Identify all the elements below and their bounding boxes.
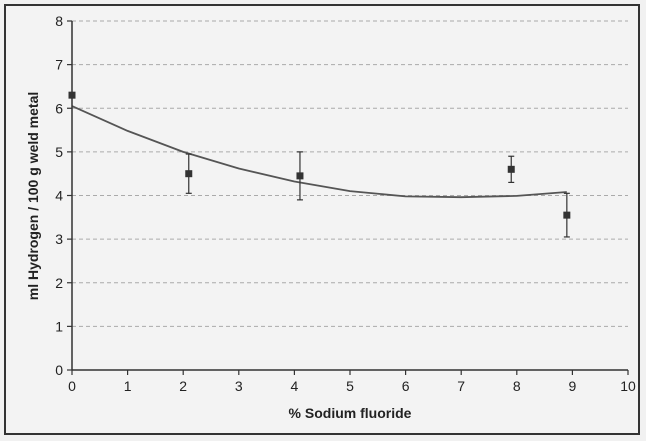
x-tick-label-10: 10 xyxy=(620,378,636,394)
y-tick-label-4: 4 xyxy=(55,188,63,204)
data-point-4 xyxy=(563,211,571,219)
x-tick-label-6: 6 xyxy=(402,378,410,394)
fit-curve-layer xyxy=(71,105,567,199)
x-axis-title: % Sodium fluoride xyxy=(289,405,412,421)
data-point-3 xyxy=(507,165,515,173)
data-point-2 xyxy=(296,172,304,180)
x-tick-label-2: 2 xyxy=(179,378,187,394)
x-tick-label-1: 1 xyxy=(124,378,132,394)
axis-layer: 0 1 2 3 4 5 6 7 8 0 1 2 3 4 5 6 7 8 9 10 xyxy=(55,13,636,394)
chart-frame xyxy=(4,4,640,435)
y-tick-label-3: 3 xyxy=(55,231,63,247)
grid-layer xyxy=(72,20,628,327)
data-points-layer xyxy=(68,91,571,238)
y-tick-label-0: 0 xyxy=(55,362,63,378)
x-tick-label-0: 0 xyxy=(68,378,76,394)
y-tick-label-2: 2 xyxy=(55,275,63,291)
y-tick-label-8: 8 xyxy=(55,13,63,29)
y-axis-title: ml Hydrogen / 100 g weld metal xyxy=(25,92,41,301)
x-tick-label-9: 9 xyxy=(569,378,577,394)
x-tick-label-3: 3 xyxy=(235,378,243,394)
x-tick-label-5: 5 xyxy=(346,378,354,394)
fit-curve xyxy=(71,105,567,199)
y-tick-label-1: 1 xyxy=(55,318,63,334)
data-point-1 xyxy=(185,170,193,178)
y-tick-label-6: 6 xyxy=(55,100,63,116)
y-tick-label-5: 5 xyxy=(55,144,63,160)
x-tick-label-4: 4 xyxy=(291,378,299,394)
y-tick-label-7: 7 xyxy=(55,57,63,73)
x-tick-label-7: 7 xyxy=(457,378,465,394)
data-point-0 xyxy=(68,91,76,99)
x-tick-label-8: 8 xyxy=(513,378,521,394)
